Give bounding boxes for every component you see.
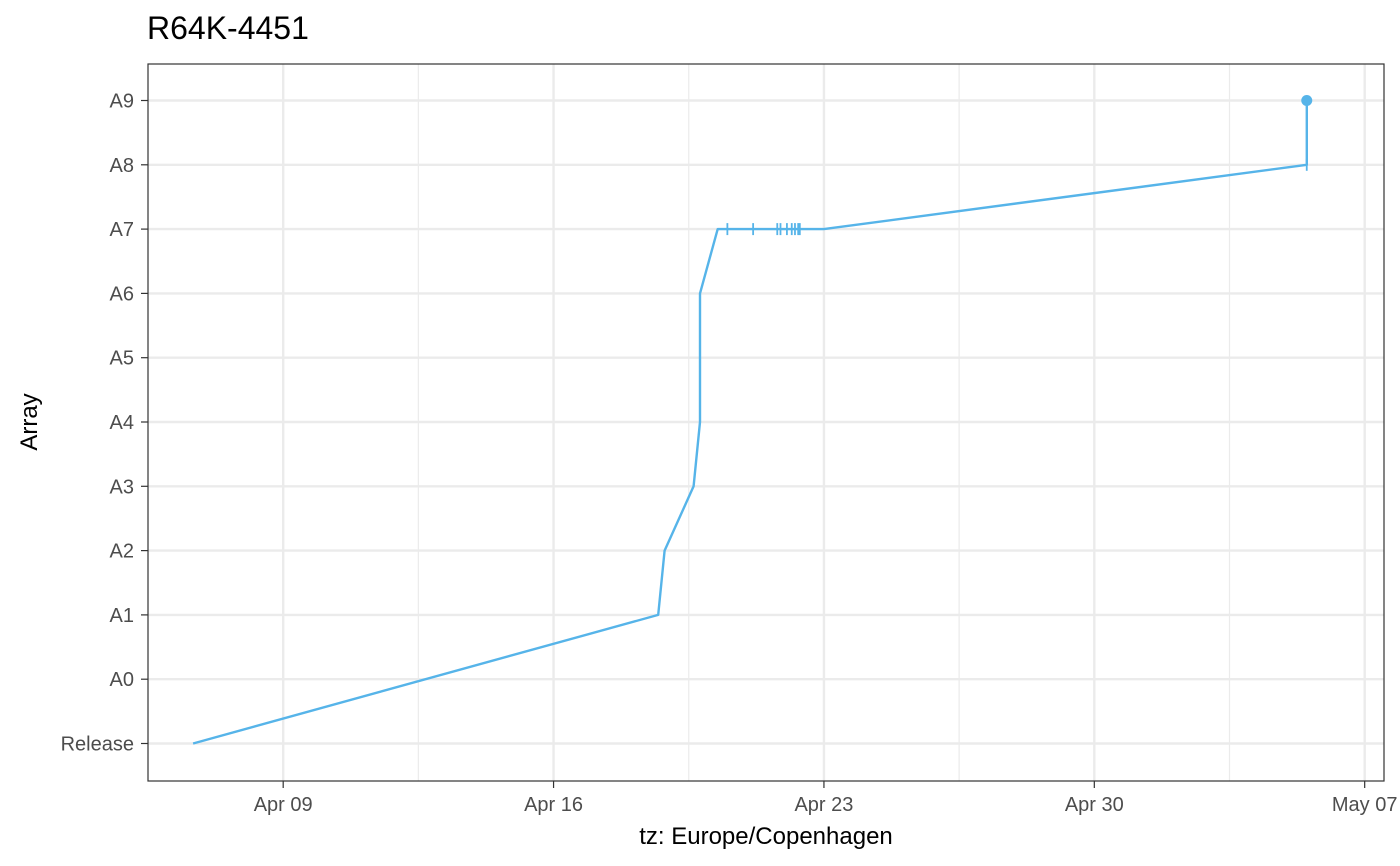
y-tick-label: A0 <box>110 669 134 691</box>
y-axis-title: Array <box>16 393 43 450</box>
y-tick-label: A7 <box>110 219 134 241</box>
y-tick-label: A4 <box>110 412 134 434</box>
y-tick-label: A1 <box>110 605 134 627</box>
x-tick-label: Apr 16 <box>524 794 583 816</box>
end-point-marker <box>1301 95 1313 106</box>
y-tick-label: A6 <box>110 283 134 305</box>
grid-major <box>148 64 1384 781</box>
chart-title: R64K-4451 <box>147 10 309 46</box>
x-tick-label: May 07 <box>1332 794 1398 816</box>
y-tick-label: A5 <box>110 348 134 370</box>
x-axis-title: tz: Europe/Copenhagen <box>639 823 893 850</box>
x-axis: Apr 09 Apr 16 Apr 23 Apr 30 May 07 <box>254 781 1398 816</box>
x-tick-label: Apr 30 <box>1065 794 1124 816</box>
y-tick-label: A3 <box>110 476 134 498</box>
y-axis: Release A0 A1 A2 A3 A4 A5 A6 A7 A8 A9 <box>61 91 148 756</box>
series-line <box>192 100 1309 745</box>
x-tick-label: Apr 23 <box>794 794 853 816</box>
y-tick-label: A2 <box>110 541 134 563</box>
y-tick-label: A9 <box>110 91 134 113</box>
y-tick-label: A8 <box>110 155 134 177</box>
y-tick-label: Release <box>61 734 134 756</box>
x-tick-label: Apr 09 <box>254 794 313 816</box>
series-layer <box>192 95 1313 745</box>
